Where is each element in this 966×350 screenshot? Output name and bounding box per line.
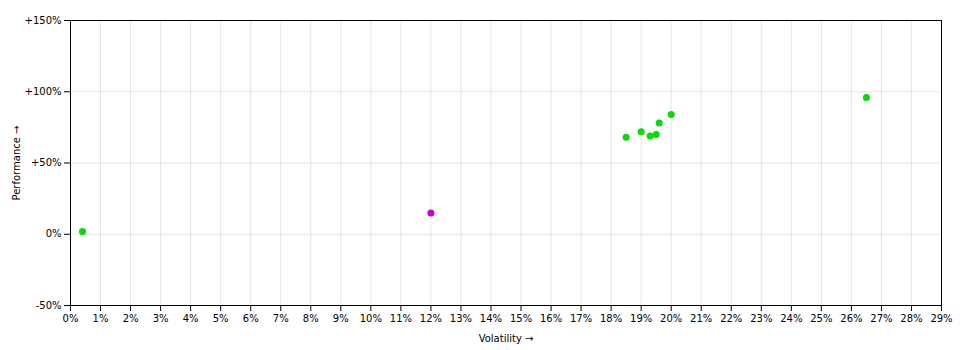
svg-text:20%: 20% (660, 313, 682, 324)
svg-text:28%: 28% (900, 313, 922, 324)
svg-text:19%: 19% (630, 313, 652, 324)
svg-text:Volatility →: Volatility → (479, 333, 534, 344)
svg-text:1%: 1% (93, 313, 109, 324)
svg-text:21%: 21% (690, 313, 712, 324)
svg-text:23%: 23% (750, 313, 772, 324)
svg-text:2%: 2% (123, 313, 139, 324)
svg-text:+100%: +100% (25, 86, 62, 97)
svg-text:6%: 6% (243, 313, 259, 324)
svg-text:5%: 5% (213, 313, 229, 324)
svg-text:17%: 17% (570, 313, 592, 324)
svg-text:25%: 25% (810, 313, 832, 324)
svg-text:+150%: +150% (25, 15, 62, 26)
svg-text:8%: 8% (303, 313, 319, 324)
svg-text:0%: 0% (63, 313, 79, 324)
svg-text:13%: 13% (450, 313, 472, 324)
svg-text:22%: 22% (720, 313, 742, 324)
svg-text:16%: 16% (540, 313, 562, 324)
svg-text:10%: 10% (360, 313, 382, 324)
svg-text:12%: 12% (420, 313, 442, 324)
svg-text:4%: 4% (183, 313, 199, 324)
svg-text:24%: 24% (780, 313, 802, 324)
svg-text:7%: 7% (273, 313, 289, 324)
svg-text:27%: 27% (870, 313, 892, 324)
svg-text:-50%: -50% (36, 300, 62, 311)
svg-text:29%: 29% (930, 313, 952, 324)
svg-text:9%: 9% (333, 313, 349, 324)
svg-text:+50%: +50% (31, 157, 62, 168)
svg-text:26%: 26% (840, 313, 862, 324)
svg-text:0%: 0% (46, 228, 62, 239)
svg-text:15%: 15% (510, 313, 532, 324)
svg-text:11%: 11% (390, 313, 412, 324)
svg-text:Performance →: Performance → (11, 126, 22, 201)
svg-text:18%: 18% (600, 313, 622, 324)
svg-text:3%: 3% (153, 313, 169, 324)
svg-text:14%: 14% (480, 313, 502, 324)
